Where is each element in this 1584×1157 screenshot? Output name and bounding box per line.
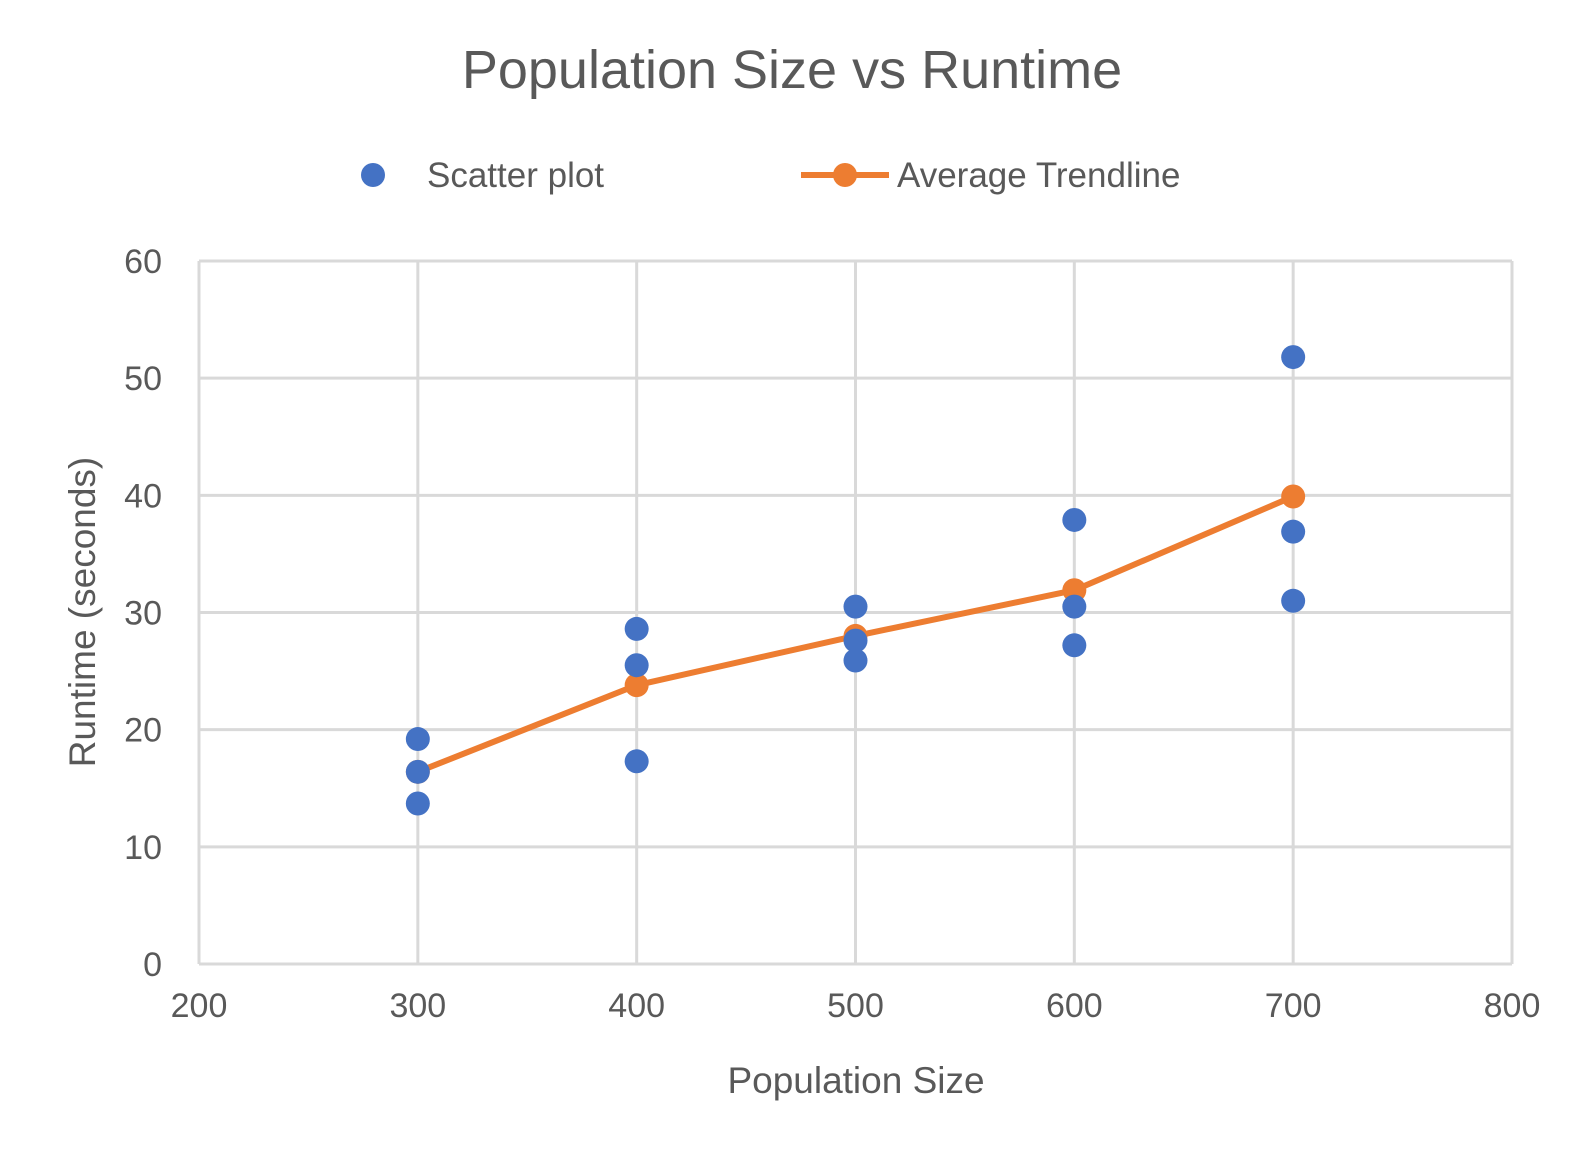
scatter-point xyxy=(843,594,868,619)
y-tick-label: 50 xyxy=(124,360,162,398)
x-tick-label: 800 xyxy=(1484,987,1541,1025)
tick-labels: 0 10 20 30 40 50 60 200 300 400 500 600 700 800 xyxy=(124,243,1540,1025)
scatter-point xyxy=(624,653,649,678)
legend-trendline-marker xyxy=(833,163,857,187)
y-tick-label: 30 xyxy=(124,595,162,633)
y-tick-label: 60 xyxy=(124,243,162,281)
axes xyxy=(197,261,1512,966)
scatter-point xyxy=(405,791,430,816)
scatter-point xyxy=(1281,345,1306,370)
legend: Scatter plot Average Trendline xyxy=(361,156,1180,195)
scatter-point xyxy=(1281,588,1306,613)
trendline-marker xyxy=(1062,578,1087,603)
x-tick-label: 200 xyxy=(171,987,228,1025)
x-tick-label: 300 xyxy=(389,987,446,1025)
y-tick-label: 10 xyxy=(124,829,162,867)
y-tick-label: 0 xyxy=(143,946,162,984)
chart-title: Population Size vs Runtime xyxy=(462,40,1122,100)
y-tick-label: 40 xyxy=(124,477,162,515)
scatter-point xyxy=(843,648,868,673)
trendline-marker xyxy=(624,673,649,698)
x-tick-label: 400 xyxy=(608,987,665,1025)
scatter-point xyxy=(1281,519,1306,544)
x-tick-label: 600 xyxy=(1046,987,1103,1025)
y-tick-label: 20 xyxy=(124,712,162,750)
legend-scatter-marker xyxy=(361,163,385,187)
scatter-point xyxy=(405,727,430,752)
y-axis-title: Runtime (seconds) xyxy=(62,457,103,768)
scatter-layer xyxy=(405,345,1306,816)
trendline-marker xyxy=(1281,484,1306,509)
scatter-point xyxy=(1062,507,1087,532)
legend-trendline-label: Average Trendline xyxy=(897,156,1180,195)
x-tick-label: 500 xyxy=(827,987,884,1025)
scatter-point xyxy=(405,759,430,784)
scatter-point xyxy=(843,628,868,653)
scatter-point xyxy=(1062,594,1087,619)
x-axis-title: Population Size xyxy=(727,1060,984,1101)
scatter-point xyxy=(1062,633,1087,658)
scatter-point xyxy=(624,616,649,641)
legend-scatter-label: Scatter plot xyxy=(427,156,604,195)
scatter-point xyxy=(624,749,649,774)
x-tick-label: 700 xyxy=(1265,987,1322,1025)
